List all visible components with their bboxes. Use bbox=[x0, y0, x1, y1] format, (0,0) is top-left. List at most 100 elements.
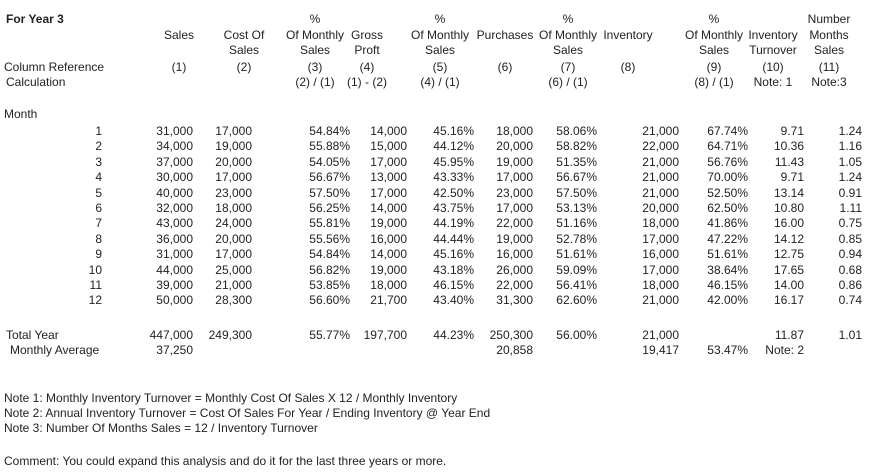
table-cell: 1.05 bbox=[838, 154, 862, 169]
table-cell: 53.13% bbox=[556, 201, 597, 215]
column-header-line1: Number bbox=[807, 12, 851, 26]
month-number: 9 bbox=[95, 247, 102, 262]
table-cell: 17,000 bbox=[642, 262, 679, 277]
table-cell: 17,000 bbox=[215, 124, 252, 138]
calculation-formula: (2) / (1) bbox=[295, 75, 335, 89]
table-cell: 17,000 bbox=[642, 231, 679, 246]
month-number: 3 bbox=[95, 154, 102, 169]
table-cell: 9.71 bbox=[780, 170, 804, 185]
month-number: 8 bbox=[95, 231, 102, 246]
table-cell: 51.16% bbox=[556, 216, 597, 231]
table-cell: 11.43 bbox=[774, 154, 804, 169]
table-cell: 41.86% bbox=[707, 216, 748, 231]
column-header-line2: Of Monthly bbox=[538, 28, 598, 42]
table-cell: 56.67% bbox=[309, 170, 350, 185]
column-header-line2: Months bbox=[809, 28, 849, 42]
table-cell: 9.71 bbox=[780, 124, 804, 138]
calculation-formula: (4) / (1) bbox=[420, 75, 460, 89]
table-cell: 10.36 bbox=[773, 139, 804, 154]
calculation-formula: (6) / (1) bbox=[548, 75, 588, 89]
column-reference: (9) bbox=[706, 60, 722, 74]
table-cell: 50,000 bbox=[156, 293, 193, 308]
table-cell: 21,000 bbox=[642, 154, 679, 169]
table-cell: 54.84% bbox=[309, 124, 350, 138]
table-cell: 62.60% bbox=[556, 293, 597, 308]
average-cell: 53.47% bbox=[707, 343, 748, 357]
total-cell: 249,300 bbox=[208, 328, 252, 342]
average-cell: Note: 2 bbox=[765, 343, 804, 357]
table-cell: 43,000 bbox=[156, 216, 193, 231]
column-header-line3: Turnover bbox=[749, 43, 797, 57]
table-cell: 43.40% bbox=[433, 293, 474, 308]
table-cell: 0.86 bbox=[838, 278, 862, 292]
table-cell: 19,000 bbox=[496, 154, 533, 169]
table-cell: 19,000 bbox=[215, 139, 252, 154]
table-cell: 46.15% bbox=[707, 278, 748, 292]
month-number: 1 bbox=[95, 124, 102, 138]
column-header-line2: Sales bbox=[163, 28, 195, 42]
table-cell: 51.61% bbox=[556, 247, 597, 262]
table-cell: 46.15% bbox=[433, 278, 474, 292]
table-cell: 0.74 bbox=[838, 293, 862, 308]
table-cell: 37,000 bbox=[156, 154, 193, 169]
month-number: 2 bbox=[95, 139, 102, 154]
table-cell: 16,000 bbox=[496, 247, 533, 262]
table-cell: 36,000 bbox=[156, 231, 193, 246]
table-cell: 28,300 bbox=[215, 293, 252, 308]
table-cell: 12.75 bbox=[773, 247, 804, 262]
month-number: 6 bbox=[95, 201, 102, 215]
table-cell: 1.24 bbox=[838, 124, 862, 138]
table-cell: 17.65 bbox=[773, 262, 804, 277]
month-number: 7 bbox=[95, 216, 102, 231]
table-cell: 0.75 bbox=[838, 216, 862, 231]
column-header-line3: Sales bbox=[813, 43, 845, 57]
column-header-line3: Sales bbox=[698, 43, 730, 57]
calculation-formula: Note: 1 bbox=[753, 75, 793, 89]
column-header-line2: Of Monthly bbox=[684, 28, 744, 42]
calculation-label: Calculation bbox=[6, 75, 66, 89]
table-cell: 56.60% bbox=[309, 293, 350, 308]
table-cell: 25,000 bbox=[215, 262, 252, 277]
table-cell: 30,000 bbox=[156, 170, 193, 185]
table-cell: 19,000 bbox=[370, 216, 407, 231]
calculation-formula: Note:3 bbox=[811, 75, 847, 89]
table-cell: 42.50% bbox=[433, 185, 474, 200]
table-cell: 0.85 bbox=[838, 231, 862, 246]
total-cell: 21,000 bbox=[642, 328, 679, 342]
table-cell: 22,000 bbox=[496, 278, 533, 292]
column-header-line2: Of Monthly bbox=[410, 28, 470, 42]
total-year-label: Total Year bbox=[6, 328, 59, 342]
table-cell: 10.80 bbox=[773, 201, 804, 215]
sheet-title: For Year 3 bbox=[6, 12, 64, 26]
table-cell: 59.09% bbox=[556, 262, 597, 277]
table-cell: 51.61% bbox=[707, 247, 748, 262]
column-reference: (1) bbox=[171, 60, 187, 74]
table-cell: 70.00% bbox=[707, 170, 748, 185]
table-cell: 43.18% bbox=[433, 262, 474, 277]
table-cell: 31,000 bbox=[156, 124, 193, 138]
table-cell: 44.44% bbox=[433, 231, 474, 246]
column-header-line2: Inventory bbox=[603, 28, 653, 42]
table-cell: 51.35% bbox=[556, 154, 597, 169]
table-cell: 20,000 bbox=[215, 154, 252, 169]
table-cell: 44,000 bbox=[156, 262, 193, 277]
table-cell: 47.22% bbox=[707, 231, 748, 246]
table-cell: 20,000 bbox=[215, 231, 252, 246]
table-cell: 14.12 bbox=[773, 231, 804, 246]
table-cell: 16,000 bbox=[370, 231, 407, 246]
month-number: 5 bbox=[95, 185, 102, 200]
column-header-line2: Gross bbox=[350, 28, 383, 42]
month-number: 12 bbox=[88, 293, 102, 308]
table-cell: 39,000 bbox=[156, 278, 193, 292]
total-cell: 447,000 bbox=[149, 328, 193, 342]
table-cell: 58.06% bbox=[556, 124, 597, 138]
table-cell: 52.78% bbox=[556, 231, 597, 246]
table-cell: 0.68 bbox=[838, 262, 862, 277]
table-cell: 16.00 bbox=[773, 216, 804, 231]
table-cell: 23,000 bbox=[215, 185, 252, 200]
monthly-average-label: Monthly Average bbox=[10, 343, 100, 357]
table-cell: 57.50% bbox=[309, 185, 350, 200]
table-cell: 52.50% bbox=[707, 185, 748, 200]
table-cell: 18,000 bbox=[215, 201, 252, 215]
table-cell: 19,000 bbox=[370, 262, 407, 277]
